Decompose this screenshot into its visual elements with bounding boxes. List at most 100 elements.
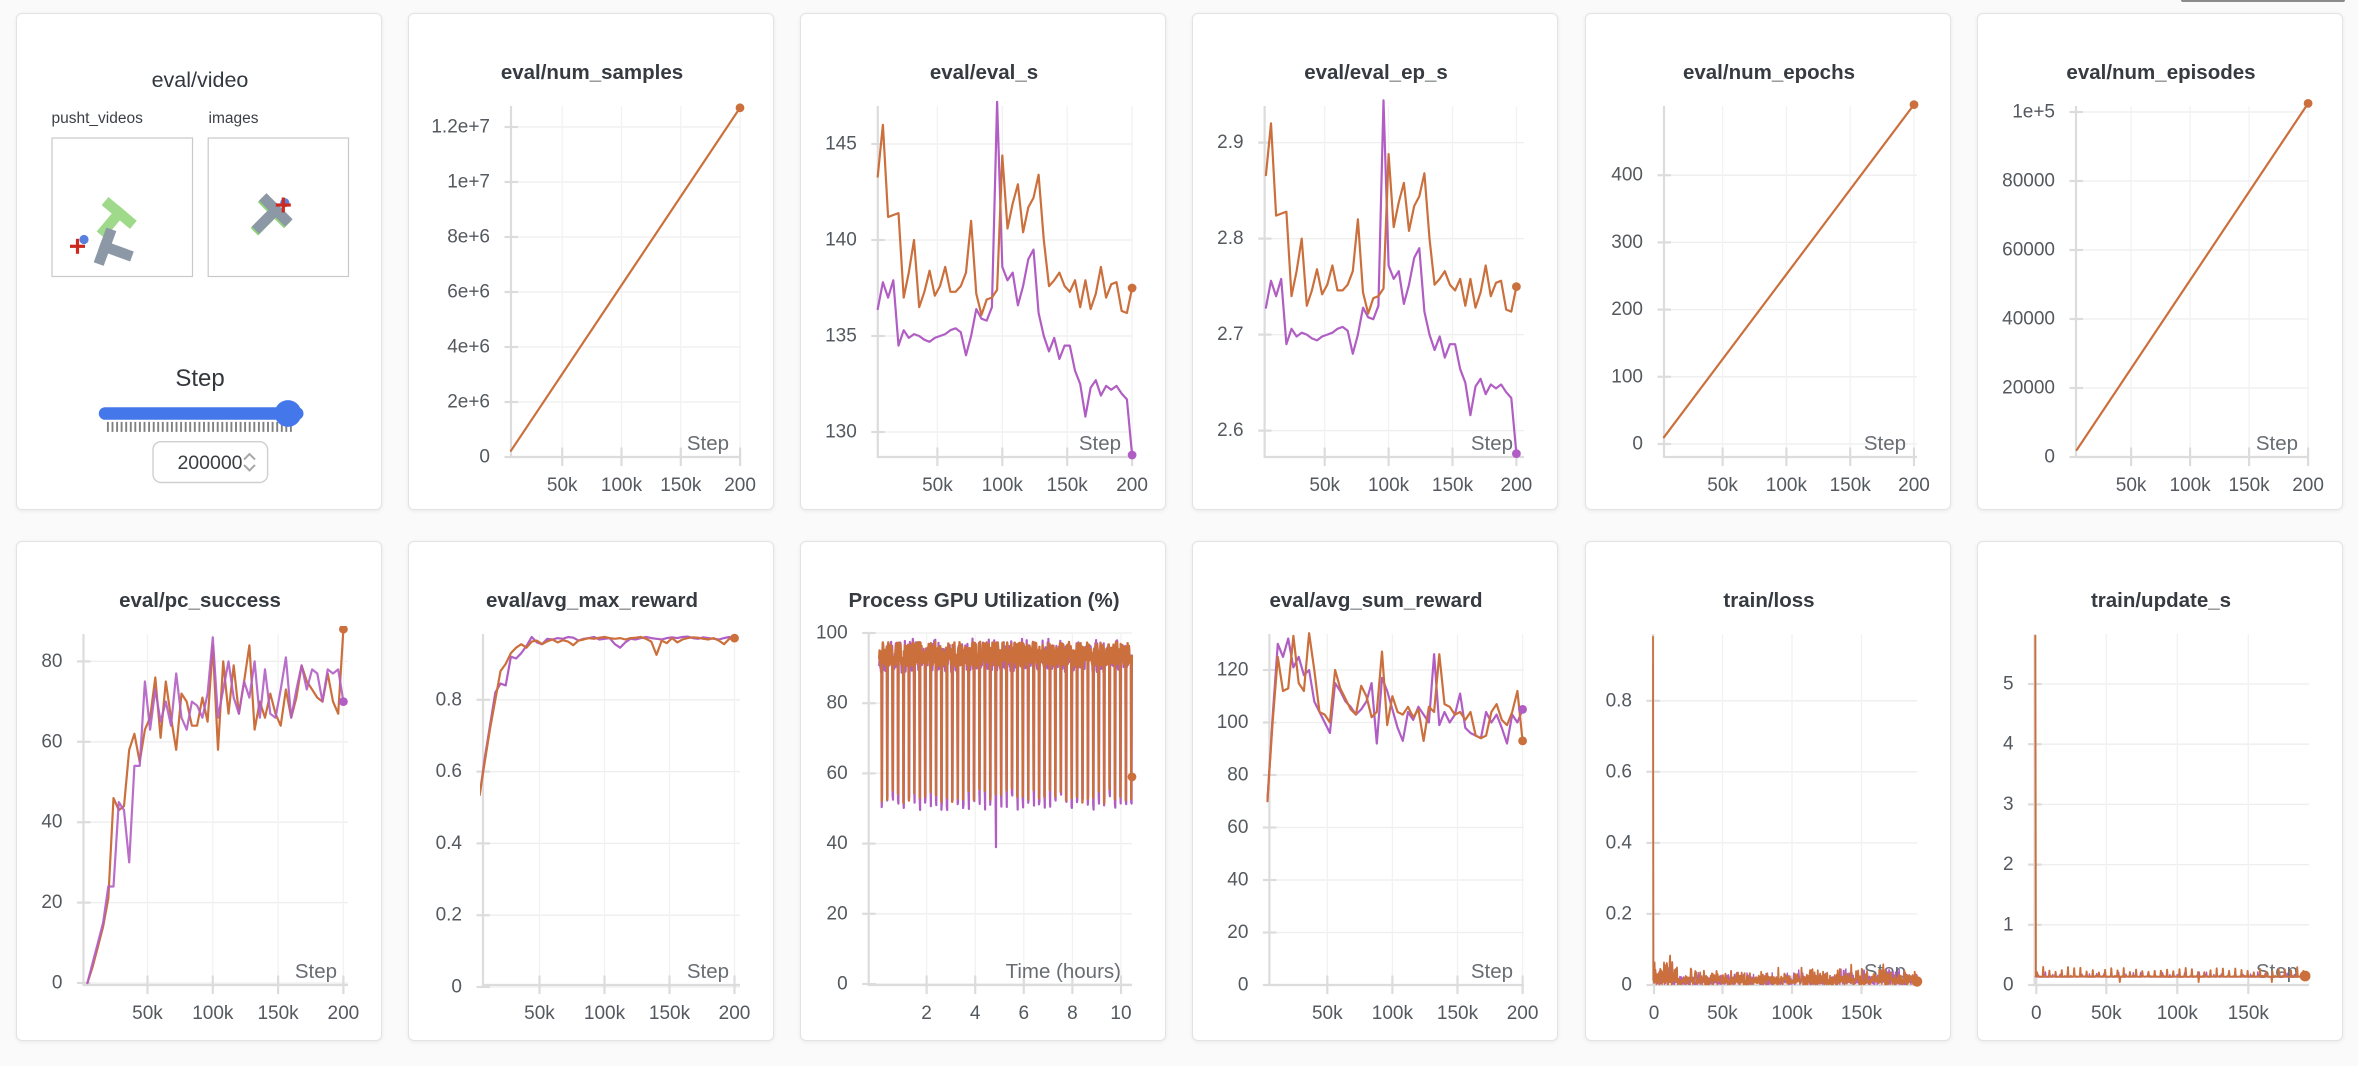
svg-text:200: 200 <box>1507 1003 1539 1024</box>
svg-text:0: 0 <box>837 973 848 994</box>
svg-text:200: 200 <box>1611 299 1643 320</box>
svg-text:0.4: 0.4 <box>1605 832 1632 853</box>
svg-text:eval/eval_s: eval/eval_s <box>930 61 1038 84</box>
svg-text:200: 200 <box>1116 475 1148 496</box>
svg-text:6e+6: 6e+6 <box>447 282 490 303</box>
svg-text:100k: 100k <box>1765 475 1807 496</box>
svg-text:Step: Step <box>1471 960 1513 983</box>
svg-text:Process GPU Utilization (%): Process GPU Utilization (%) <box>849 589 1120 612</box>
svg-text:1e+5: 1e+5 <box>2012 102 2055 123</box>
svg-text:150k: 150k <box>1841 1003 1883 1024</box>
svg-text:100k: 100k <box>1771 1003 1813 1024</box>
svg-text:eval/num_epochs: eval/num_epochs <box>1683 61 1855 84</box>
svg-text:200: 200 <box>718 1003 750 1024</box>
svg-text:Time (hours): Time (hours) <box>1006 960 1121 983</box>
svg-text:60: 60 <box>41 731 62 752</box>
svg-text:Step: Step <box>1471 432 1513 455</box>
svg-text:150k: 150k <box>649 1003 691 1024</box>
svg-text:Step: Step <box>294 960 336 983</box>
svg-text:Step: Step <box>687 960 729 983</box>
svg-text:2e+6: 2e+6 <box>447 392 490 413</box>
svg-text:10: 10 <box>1111 1003 1132 1024</box>
svg-text:150k: 150k <box>1437 1003 1479 1024</box>
svg-text:120: 120 <box>1217 659 1249 680</box>
svg-text:6: 6 <box>1019 1003 1030 1024</box>
svg-text:train/loss: train/loss <box>1723 589 1814 612</box>
svg-text:40: 40 <box>1228 869 1249 890</box>
svg-text:Step: Step <box>1864 432 1906 455</box>
svg-text:60000: 60000 <box>2002 240 2055 261</box>
svg-text:20: 20 <box>41 892 62 913</box>
svg-text:0: 0 <box>1621 974 1632 995</box>
svg-text:0: 0 <box>451 976 462 997</box>
svg-text:8e+6: 8e+6 <box>447 227 490 248</box>
svg-text:0.8: 0.8 <box>1605 690 1631 711</box>
svg-text:200: 200 <box>327 1003 359 1024</box>
svg-text:60: 60 <box>827 762 848 783</box>
svg-text:4e+6: 4e+6 <box>447 337 490 358</box>
svg-text:200: 200 <box>724 475 756 496</box>
svg-text:4: 4 <box>970 1003 981 1024</box>
svg-text:40: 40 <box>827 833 848 854</box>
svg-text:140: 140 <box>825 230 857 251</box>
svg-text:8: 8 <box>1067 1003 1078 1024</box>
svg-text:145: 145 <box>825 134 857 155</box>
svg-text:0: 0 <box>1238 974 1249 995</box>
svg-text:eval/pc_success: eval/pc_success <box>119 589 281 612</box>
svg-text:100k: 100k <box>601 475 643 496</box>
svg-text:100k: 100k <box>2169 475 2211 496</box>
svg-text:0.2: 0.2 <box>1605 903 1631 924</box>
svg-text:Step: Step <box>2256 432 2298 455</box>
svg-text:3: 3 <box>2003 793 2014 814</box>
svg-text:400: 400 <box>1611 165 1643 186</box>
svg-text:150k: 150k <box>660 475 702 496</box>
svg-text:100k: 100k <box>584 1003 626 1024</box>
svg-text:0: 0 <box>51 972 62 993</box>
svg-text:images: images <box>208 110 258 127</box>
svg-text:0.6: 0.6 <box>1605 761 1631 782</box>
svg-text:20000: 20000 <box>2002 378 2055 399</box>
svg-text:135: 135 <box>825 326 857 347</box>
svg-text:100: 100 <box>1611 366 1643 387</box>
svg-text:60: 60 <box>1228 817 1249 838</box>
svg-text:130: 130 <box>825 422 857 443</box>
svg-text:100k: 100k <box>982 475 1024 496</box>
svg-text:2: 2 <box>2003 854 2014 875</box>
svg-text:100k: 100k <box>192 1003 234 1024</box>
svg-text:50k: 50k <box>1707 1003 1738 1024</box>
svg-text:0: 0 <box>1648 1003 1659 1024</box>
svg-text:50k: 50k <box>547 475 578 496</box>
svg-text:eval/num_samples: eval/num_samples <box>501 61 683 84</box>
svg-text:0: 0 <box>479 447 490 468</box>
svg-text:150k: 150k <box>1047 475 1089 496</box>
svg-text:200000: 200000 <box>177 452 242 474</box>
svg-text:50k: 50k <box>2116 475 2147 496</box>
svg-text:80: 80 <box>1228 764 1249 785</box>
svg-text:train/update_s: train/update_s <box>2091 589 2231 612</box>
svg-text:1e+7: 1e+7 <box>447 172 490 193</box>
svg-text:50k: 50k <box>524 1003 555 1024</box>
svg-text:20: 20 <box>827 903 848 924</box>
svg-text:200: 200 <box>1501 475 1533 496</box>
svg-text:4: 4 <box>2003 733 2014 754</box>
svg-text:eval/eval_ep_s: eval/eval_ep_s <box>1305 61 1449 84</box>
svg-text:100k: 100k <box>1372 1003 1414 1024</box>
svg-text:0.2: 0.2 <box>435 904 461 925</box>
svg-text:150k: 150k <box>2228 475 2270 496</box>
svg-text:50k: 50k <box>2091 1003 2122 1024</box>
svg-text:200: 200 <box>2292 475 2324 496</box>
svg-text:80000: 80000 <box>2002 171 2055 192</box>
svg-text:300: 300 <box>1611 232 1643 253</box>
svg-text:150k: 150k <box>1432 475 1474 496</box>
svg-text:50k: 50k <box>132 1003 163 1024</box>
svg-text:80: 80 <box>41 650 62 671</box>
svg-text:2.8: 2.8 <box>1218 228 1244 249</box>
svg-text:pusht_videos: pusht_videos <box>51 110 143 127</box>
svg-text:40000: 40000 <box>2002 309 2055 330</box>
svg-text:2.9: 2.9 <box>1218 132 1244 153</box>
svg-text:0: 0 <box>2044 447 2055 468</box>
svg-text:150k: 150k <box>2228 1003 2270 1024</box>
svg-text:Step: Step <box>687 432 729 455</box>
svg-text:2: 2 <box>921 1003 932 1024</box>
svg-text:2.7: 2.7 <box>1218 324 1244 345</box>
